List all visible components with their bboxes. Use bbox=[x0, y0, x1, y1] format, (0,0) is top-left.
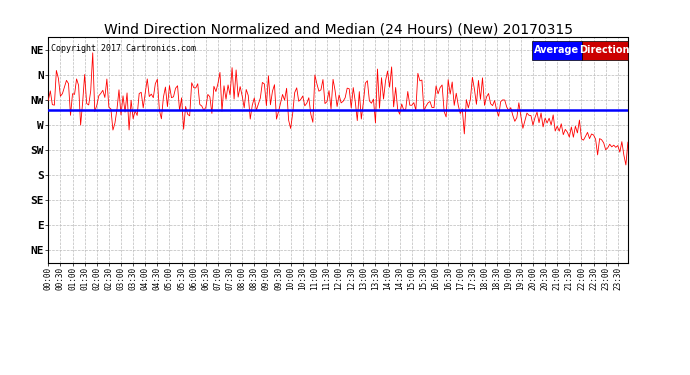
Text: Direction: Direction bbox=[580, 45, 630, 56]
FancyBboxPatch shape bbox=[582, 41, 628, 60]
FancyBboxPatch shape bbox=[532, 41, 582, 60]
Text: Average: Average bbox=[534, 45, 580, 56]
Text: Copyright 2017 Cartronics.com: Copyright 2017 Cartronics.com bbox=[51, 44, 196, 53]
Title: Wind Direction Normalized and Median (24 Hours) (New) 20170315: Wind Direction Normalized and Median (24… bbox=[104, 22, 573, 36]
